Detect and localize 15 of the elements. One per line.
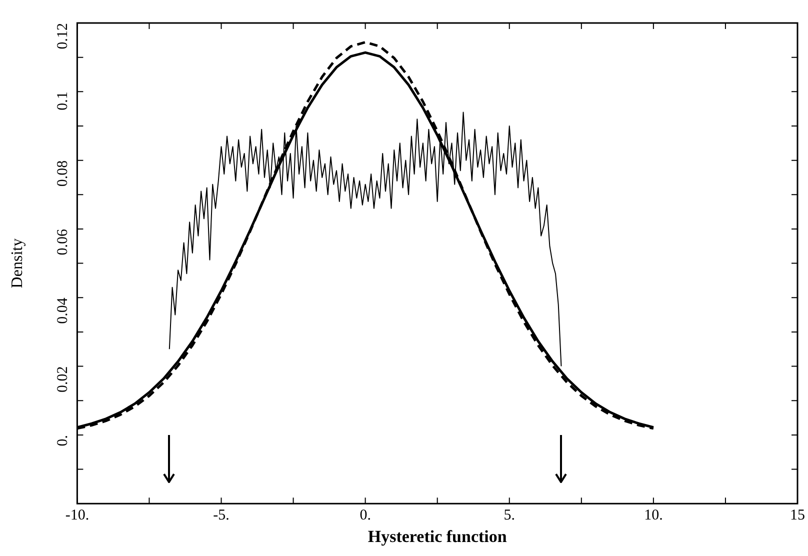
- x-axis-title: Hysteretic function: [368, 527, 508, 546]
- x-tick-label: 0.: [360, 508, 371, 524]
- x-tick-label: -5.: [213, 508, 230, 524]
- y-tick-label: 0.1: [55, 92, 72, 110]
- y-tick-label: 0.12: [55, 23, 72, 50]
- y-axis-title: Density: [8, 238, 26, 288]
- x-tick-label: 15: [790, 508, 805, 524]
- y-tick-label: 0.04: [55, 297, 72, 324]
- x-tick-label: -10.: [65, 508, 90, 524]
- y-tick-label: 0.08: [55, 160, 72, 187]
- y-tick-label: 0.06: [55, 228, 72, 256]
- x-tick-label: 5.: [504, 508, 516, 524]
- y-tick-label: 0.: [55, 434, 72, 446]
- x-tick-label: 10.: [644, 508, 663, 524]
- y-tick-label: 0.02: [55, 366, 72, 393]
